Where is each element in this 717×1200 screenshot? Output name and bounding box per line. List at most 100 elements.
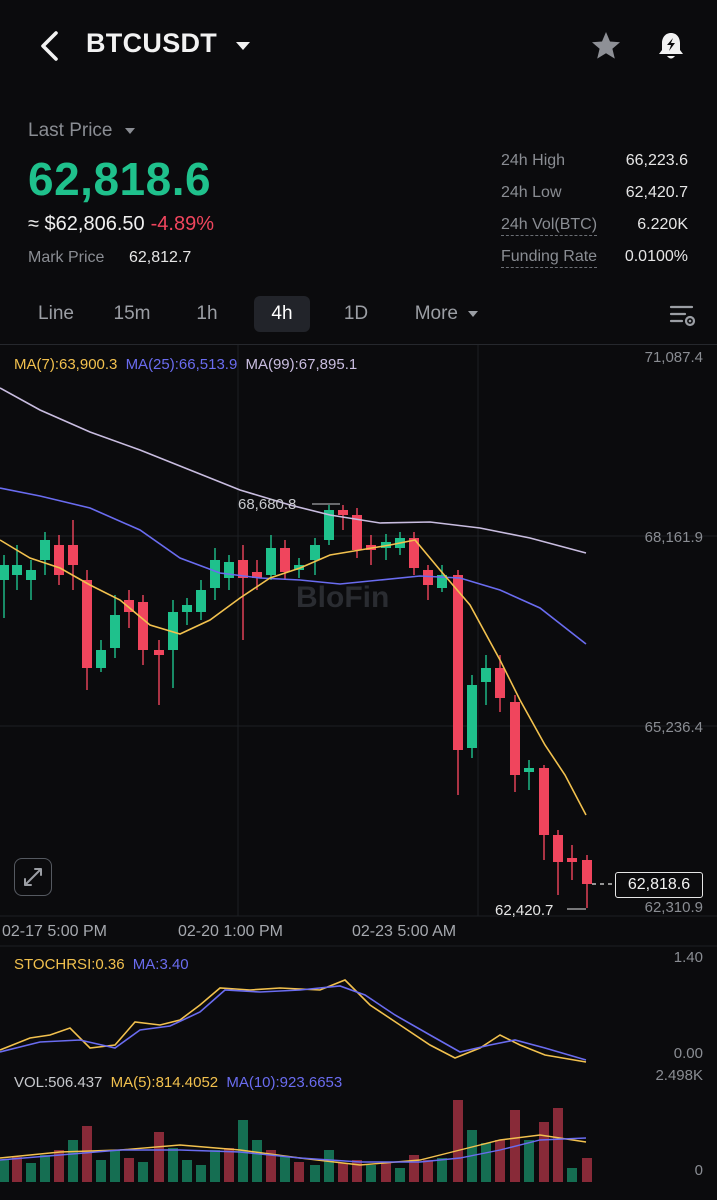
candle-body <box>280 548 290 572</box>
volume-bar <box>553 1108 563 1182</box>
volume-bar <box>539 1122 549 1182</box>
volume-bar <box>324 1150 334 1182</box>
candle-body <box>12 565 22 575</box>
tab-line[interactable]: Line <box>38 303 74 324</box>
ma7-label: MA(7):63,900.3 <box>14 356 118 373</box>
expand-icon <box>24 868 42 886</box>
candle-body <box>582 860 592 884</box>
candlestick-chart[interactable]: BloFin 68,680.8 62,420.7 <box>0 345 717 1200</box>
candle-body <box>182 605 192 612</box>
candle-body <box>266 548 276 575</box>
volume-bar <box>338 1163 348 1182</box>
volume-bar <box>409 1155 419 1182</box>
volume-bar <box>210 1150 220 1182</box>
stat-24h-high-label: 24h High <box>501 152 566 169</box>
candle-body <box>224 562 234 578</box>
volume-ma5-label: MA(5):814.4052 <box>110 1074 219 1091</box>
tab-1d[interactable]: 1D <box>343 303 369 324</box>
volume-bar <box>582 1158 592 1182</box>
volume-bar <box>437 1158 447 1182</box>
volume-bar <box>110 1150 120 1182</box>
volume-y-bottom: 0 <box>694 1162 703 1179</box>
chart-settings-button[interactable] <box>668 301 698 329</box>
symbol-dropdown-button[interactable] <box>234 38 252 54</box>
volume-bar <box>96 1160 106 1182</box>
stat-24h-vol-label[interactable]: 24h Vol(BTC) <box>501 216 598 236</box>
candle-body <box>324 510 334 540</box>
candle-body <box>409 538 419 568</box>
ma25-label: MA(25):66,513.9 <box>125 356 238 373</box>
volume-bar <box>481 1143 491 1182</box>
candle-body <box>453 575 463 750</box>
candle-body <box>196 590 206 612</box>
back-button[interactable] <box>34 28 68 64</box>
volume-bar <box>154 1132 164 1182</box>
volume-bar <box>252 1140 262 1182</box>
stat-funding-rate-label[interactable]: Funding Rate <box>501 248 598 268</box>
high-marker: 68,680.8 <box>238 496 340 513</box>
volume-bar <box>495 1140 505 1182</box>
stat-24h-vol-value: 6.220K <box>637 216 688 233</box>
usd-value-line: ≈ $62,806.50 -4.89% <box>28 213 214 236</box>
volume-bar <box>352 1160 362 1182</box>
svg-text:68,680.8: 68,680.8 <box>238 496 296 513</box>
chart-settings-icon <box>669 305 696 327</box>
last-price-label[interactable]: Last Price <box>28 120 136 142</box>
volume-bars <box>0 1100 592 1182</box>
volume-bar <box>310 1165 320 1182</box>
y-tick: 71,087.4 <box>644 349 703 366</box>
candle-body <box>110 615 120 648</box>
tab-1h[interactable]: 1h <box>196 303 218 324</box>
candle-body <box>553 835 563 862</box>
stoch-y-bottom: 0.00 <box>673 1045 703 1062</box>
y-tick: 65,236.4 <box>644 719 703 736</box>
candle-body <box>539 768 549 835</box>
candle-body <box>481 668 491 682</box>
watermark: BloFin <box>296 581 389 614</box>
symbol-title[interactable]: BTCUSDT <box>86 28 218 58</box>
volume-bar <box>196 1165 206 1182</box>
volume-bar <box>524 1140 534 1182</box>
volume-bar <box>567 1168 577 1182</box>
candles <box>0 505 592 908</box>
stat-funding-rate-value: 0.0100% <box>624 248 688 265</box>
tab-15m[interactable]: 15m <box>113 303 151 324</box>
stoch-rsi-line <box>0 979 587 1063</box>
volume-bar <box>381 1162 391 1182</box>
candle-body <box>338 510 348 515</box>
volume-bar <box>182 1160 192 1182</box>
volume-bar <box>0 1160 9 1182</box>
price-alert-button[interactable] <box>654 28 688 64</box>
x-tick: 02-23 5:00 AM <box>352 923 457 940</box>
candle-body <box>138 602 148 650</box>
candle-body <box>210 560 220 588</box>
bell-alert-icon <box>659 33 683 59</box>
ma7-line <box>0 539 587 816</box>
volume-bar <box>40 1155 50 1182</box>
chart-grid <box>0 345 717 947</box>
stat-24h-high-value: 66,223.6 <box>625 152 688 169</box>
candle-body <box>310 545 320 560</box>
candle-body <box>40 540 50 560</box>
stat-24h-low-label: 24h Low <box>501 184 562 201</box>
tab-4h[interactable]: 4h <box>254 296 310 332</box>
stoch-y-top: 1.40 <box>673 949 703 966</box>
interval-tabs: Line 15m 1h 4h 1D More <box>0 296 717 334</box>
candle-body <box>96 650 106 668</box>
volume-bar <box>294 1162 304 1182</box>
candle-body <box>26 570 36 580</box>
volume-bar <box>266 1150 276 1182</box>
candle-body <box>0 565 9 580</box>
volume-label: VOL:506.437 <box>14 1074 103 1091</box>
stoch-ma-label: MA:3.40 <box>132 956 189 973</box>
volume-bar <box>224 1148 234 1182</box>
candle-body <box>467 685 477 748</box>
expand-chart-button[interactable] <box>14 858 52 896</box>
volume-bar <box>54 1150 64 1182</box>
tab-more[interactable]: More <box>402 296 492 332</box>
favorite-button[interactable] <box>588 28 624 64</box>
volume-y-top: 2.498K <box>655 1067 703 1084</box>
y-tick: 62,310.9 <box>644 899 703 916</box>
chevron-left-icon <box>41 31 58 61</box>
ma99-line <box>0 387 587 554</box>
